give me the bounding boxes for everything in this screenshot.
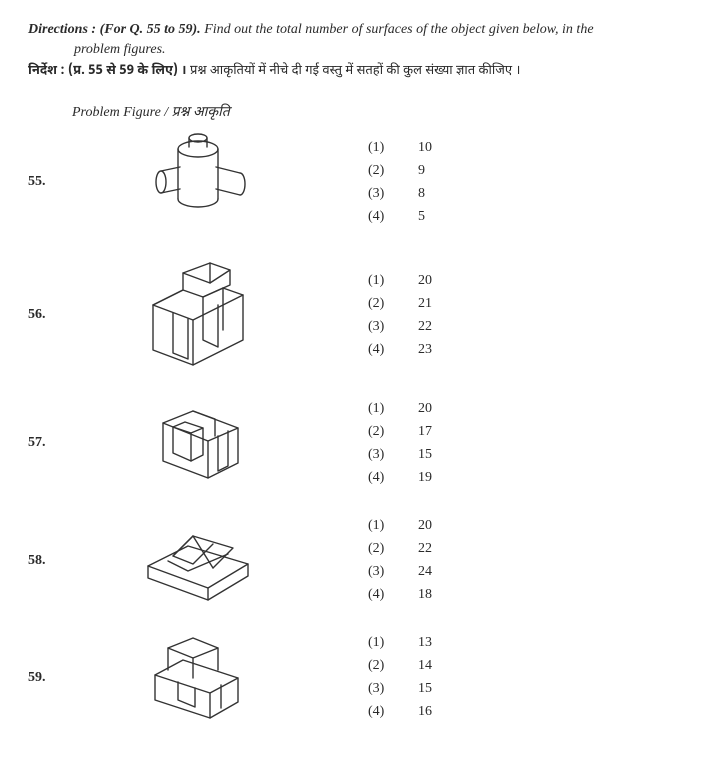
option-value: 9 bbox=[418, 163, 458, 179]
option-label: (3) bbox=[368, 186, 418, 202]
option-label: (3) bbox=[368, 564, 418, 580]
option-row: (4)5 bbox=[368, 209, 700, 225]
question-number: 56. bbox=[28, 307, 68, 323]
option-value: 14 bbox=[418, 658, 458, 674]
hindi-label: निर्देश : bbox=[28, 63, 65, 80]
option-row: (4)23 bbox=[368, 342, 700, 358]
option-row: (3)24 bbox=[368, 564, 700, 580]
option-label: (1) bbox=[368, 518, 418, 534]
question-number: 58. bbox=[28, 553, 68, 569]
figure-58 bbox=[68, 516, 328, 606]
option-label: (2) bbox=[368, 163, 418, 179]
option-label: (1) bbox=[368, 140, 418, 156]
options-56: (1)20 (2)21 (3)22 (4)23 bbox=[328, 266, 700, 365]
question-row: 59. (1)13 (2)14 (3)15 (4)16 bbox=[28, 628, 700, 727]
option-value: 5 bbox=[418, 209, 458, 225]
option-label: (3) bbox=[368, 447, 418, 463]
option-row: (1)20 bbox=[368, 273, 700, 289]
option-value: 22 bbox=[418, 319, 458, 335]
options-57: (1)20 (2)17 (3)15 (4)19 bbox=[328, 394, 700, 493]
option-row: (2)21 bbox=[368, 296, 700, 312]
directions-english: Directions : (For Q. 55 to 59). Find out… bbox=[28, 20, 700, 59]
option-label: (4) bbox=[368, 470, 418, 486]
directions-label: Directions : bbox=[28, 22, 96, 37]
option-row: (1)20 bbox=[368, 518, 700, 534]
option-row: (3)15 bbox=[368, 447, 700, 463]
option-row: (4)19 bbox=[368, 470, 700, 486]
options-59: (1)13 (2)14 (3)15 (4)16 bbox=[328, 628, 700, 727]
option-row: (4)18 bbox=[368, 587, 700, 603]
option-row: (3)22 bbox=[368, 319, 700, 335]
option-value: 13 bbox=[418, 635, 458, 651]
directions-range: (For Q. 55 to 59). bbox=[100, 22, 201, 37]
option-value: 15 bbox=[418, 681, 458, 697]
option-row: (2)22 bbox=[368, 541, 700, 557]
option-value: 21 bbox=[418, 296, 458, 312]
directions-text-2: problem figures. bbox=[28, 40, 700, 60]
figure-56-svg bbox=[138, 255, 258, 375]
hindi-range: (प्र. 55 से 59 के लिए) । bbox=[68, 63, 187, 80]
option-value: 24 bbox=[418, 564, 458, 580]
option-value: 8 bbox=[418, 186, 458, 202]
directions-text-1: Find out the total number of surfaces of… bbox=[204, 22, 593, 37]
option-row: (3)8 bbox=[368, 186, 700, 202]
option-row: (1)20 bbox=[368, 401, 700, 417]
figure-59-svg bbox=[143, 630, 253, 725]
option-row: (2)17 bbox=[368, 424, 700, 440]
figure-55-svg bbox=[143, 127, 253, 237]
option-row: (1)10 bbox=[368, 140, 700, 156]
question-row: 55. (1)10 (2)9 (3)8 (4)5 bbox=[28, 127, 700, 237]
option-value: 19 bbox=[418, 470, 458, 486]
option-value: 20 bbox=[418, 273, 458, 289]
option-row: (1)13 bbox=[368, 635, 700, 651]
option-row: (2)9 bbox=[368, 163, 700, 179]
option-label: (4) bbox=[368, 587, 418, 603]
option-value: 20 bbox=[418, 518, 458, 534]
question-row: 58. (1)20 (2)22 (3)24 (4)18 bbox=[28, 511, 700, 610]
option-label: (1) bbox=[368, 273, 418, 289]
question-number: 59. bbox=[28, 670, 68, 686]
option-label: (1) bbox=[368, 401, 418, 417]
option-row: (4)16 bbox=[368, 704, 700, 720]
option-row: (3)15 bbox=[368, 681, 700, 697]
figure-57-svg bbox=[143, 393, 253, 493]
option-label: (3) bbox=[368, 681, 418, 697]
question-number: 57. bbox=[28, 435, 68, 451]
question-row: 57. (1)20 (2)17 (3)15 (4)19 bbox=[28, 393, 700, 493]
option-label: (4) bbox=[368, 209, 418, 225]
question-number: 55. bbox=[28, 174, 68, 190]
figure-58-svg bbox=[138, 516, 258, 606]
option-label: (4) bbox=[368, 342, 418, 358]
option-value: 17 bbox=[418, 424, 458, 440]
figure-56 bbox=[68, 255, 328, 375]
directions-hindi: निर्देश : (प्र. 55 से 59 के लिए) । प्रश्… bbox=[28, 63, 700, 80]
question-row: 56. (1)20 (2)21 (3)22 (4)23 bbox=[28, 255, 700, 375]
option-value: 20 bbox=[418, 401, 458, 417]
option-value: 18 bbox=[418, 587, 458, 603]
option-label: (2) bbox=[368, 296, 418, 312]
figure-57 bbox=[68, 393, 328, 493]
option-value: 15 bbox=[418, 447, 458, 463]
option-label: (2) bbox=[368, 541, 418, 557]
figure-55 bbox=[68, 127, 328, 237]
option-label: (3) bbox=[368, 319, 418, 335]
option-row: (2)14 bbox=[368, 658, 700, 674]
option-label: (2) bbox=[368, 658, 418, 674]
option-label: (2) bbox=[368, 424, 418, 440]
option-value: 22 bbox=[418, 541, 458, 557]
option-label: (1) bbox=[368, 635, 418, 651]
problem-figure-label: Problem Figure / प्रश्न आकृति bbox=[72, 102, 700, 121]
figure-59 bbox=[68, 630, 328, 725]
option-value: 10 bbox=[418, 140, 458, 156]
hindi-text: प्रश्न आकृतियों में नीचे दी गई वस्तु में… bbox=[190, 63, 520, 80]
option-value: 16 bbox=[418, 704, 458, 720]
option-label: (4) bbox=[368, 704, 418, 720]
options-58: (1)20 (2)22 (3)24 (4)18 bbox=[328, 511, 700, 610]
option-value: 23 bbox=[418, 342, 458, 358]
options-55: (1)10 (2)9 (3)8 (4)5 bbox=[328, 133, 700, 232]
